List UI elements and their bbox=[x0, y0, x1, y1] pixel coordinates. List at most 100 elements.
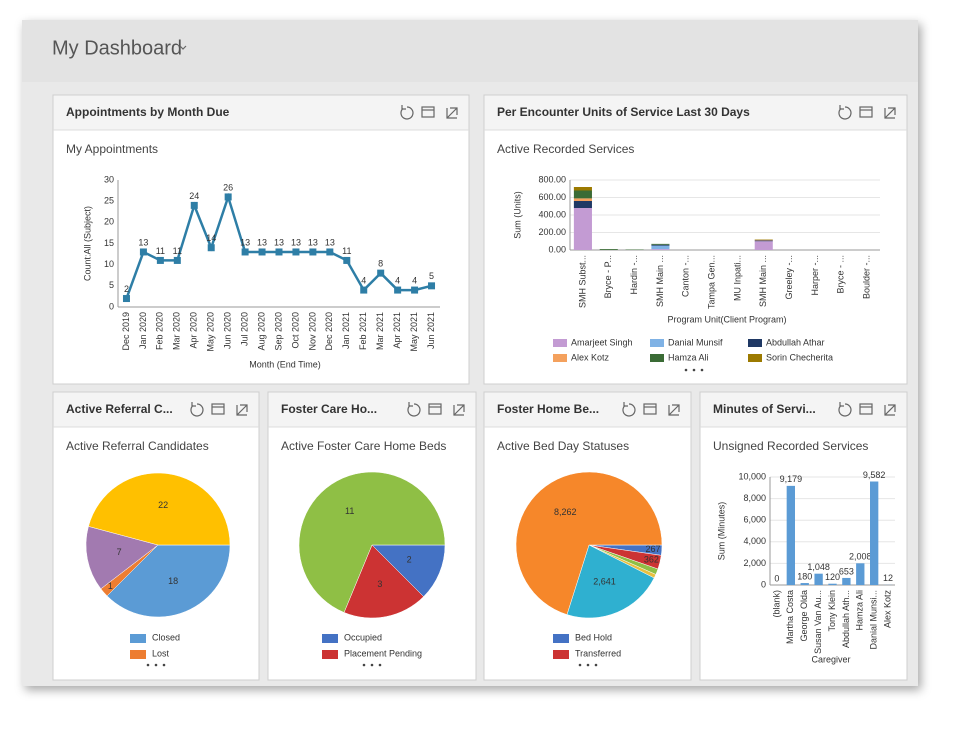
refresh-icon[interactable] bbox=[400, 105, 414, 120]
expand-icon[interactable] bbox=[236, 404, 248, 416]
legend-swatch[interactable] bbox=[748, 339, 762, 347]
x-tick-label: Feb 2021 bbox=[358, 312, 368, 350]
expand-icon[interactable] bbox=[884, 404, 896, 416]
x-tick-label: (blank) bbox=[771, 590, 781, 618]
expand-icon[interactable] bbox=[884, 107, 896, 119]
refresh-icon[interactable] bbox=[838, 402, 852, 417]
legend-swatch[interactable] bbox=[553, 354, 567, 362]
legend-label[interactable]: Transferred bbox=[575, 648, 621, 658]
data-label: 9,179 bbox=[780, 474, 803, 484]
legend-swatch[interactable] bbox=[650, 354, 664, 362]
bar bbox=[786, 485, 795, 585]
more-indicator[interactable] bbox=[692, 368, 696, 372]
x-tick-label: Mar 2021 bbox=[375, 312, 385, 350]
x-tick-label: Aug 2020 bbox=[256, 312, 266, 351]
refresh-icon[interactable] bbox=[407, 402, 421, 417]
legend-label[interactable]: Closed bbox=[152, 632, 180, 642]
legend-swatch[interactable] bbox=[322, 650, 338, 659]
view-records-icon[interactable] bbox=[643, 403, 657, 415]
refresh-icon[interactable] bbox=[838, 105, 852, 120]
expand-icon[interactable] bbox=[446, 107, 458, 119]
point-marker bbox=[326, 248, 334, 256]
data-label: 12 bbox=[883, 573, 893, 583]
y-tick-label: 10 bbox=[104, 259, 114, 269]
more-indicator[interactable] bbox=[362, 663, 366, 667]
expand-icon[interactable] bbox=[453, 404, 465, 416]
bar-segment bbox=[651, 245, 670, 250]
data-label: 9,582 bbox=[863, 470, 886, 480]
legend-label[interactable]: Danial Munsif bbox=[668, 337, 723, 347]
legend-label[interactable]: Alex Kotz bbox=[571, 352, 610, 362]
x-tick-label: Harper -... bbox=[810, 255, 820, 296]
view-records-icon[interactable] bbox=[859, 403, 873, 415]
x-tick-label: SMH Main ... bbox=[758, 255, 768, 307]
refresh-icon[interactable] bbox=[190, 402, 204, 417]
legend-label[interactable]: Hamza Ali bbox=[668, 352, 709, 362]
bar-segment bbox=[573, 208, 592, 250]
pie-slice bbox=[88, 472, 231, 546]
legend-swatch[interactable] bbox=[130, 650, 146, 659]
legend-swatch[interactable] bbox=[553, 634, 569, 643]
more-indicator[interactable] bbox=[594, 663, 598, 667]
dashboard-title[interactable]: My Dashboard bbox=[52, 37, 182, 59]
x-tick-label: Hamza Ali bbox=[855, 590, 865, 631]
legend-swatch[interactable] bbox=[748, 354, 762, 362]
data-label: 11 bbox=[342, 246, 351, 256]
more-indicator[interactable] bbox=[578, 663, 582, 667]
view-records-icon[interactable] bbox=[211, 403, 225, 415]
panel-title: Per Encounter Units of Service Last 30 D… bbox=[497, 105, 750, 119]
more-indicator[interactable] bbox=[700, 368, 704, 372]
more-indicator[interactable] bbox=[684, 368, 688, 372]
point-marker bbox=[428, 282, 436, 290]
data-label: 0 bbox=[774, 573, 779, 583]
data-label: 267 bbox=[646, 544, 661, 554]
more-indicator[interactable] bbox=[586, 663, 590, 667]
y-tick-label: 200.00 bbox=[538, 227, 566, 237]
view-records-icon[interactable] bbox=[421, 106, 435, 118]
bar-segment bbox=[651, 249, 670, 250]
data-label: 2 bbox=[407, 555, 412, 565]
legend-label[interactable]: Sorin Checherita bbox=[766, 352, 833, 362]
y-tick-label: 25 bbox=[104, 196, 114, 206]
pie-slice bbox=[371, 544, 446, 597]
x-tick-label: SMH Main ... bbox=[655, 255, 665, 307]
legend-label[interactable]: Placement Pending bbox=[344, 648, 422, 658]
point-marker bbox=[139, 248, 147, 256]
legend-label[interactable]: Lost bbox=[152, 648, 170, 658]
view-records-icon[interactable] bbox=[859, 106, 873, 118]
x-tick-label: Martha Costa bbox=[785, 590, 795, 644]
x-tick-label: Jul 2020 bbox=[239, 312, 249, 346]
legend-label[interactable]: Bed Hold bbox=[575, 632, 612, 642]
expand-icon[interactable] bbox=[668, 404, 680, 416]
data-label: 3 bbox=[377, 579, 382, 589]
data-label: 8,262 bbox=[554, 507, 577, 517]
x-tick-label: Dec 2019 bbox=[121, 312, 131, 351]
more-indicator[interactable] bbox=[378, 663, 382, 667]
legend-label[interactable]: Occupied bbox=[344, 632, 382, 642]
more-indicator[interactable] bbox=[162, 663, 166, 667]
data-label: 120 bbox=[825, 572, 840, 582]
legend-swatch[interactable] bbox=[553, 339, 567, 347]
legend-label[interactable]: Abdullah Athar bbox=[766, 337, 825, 347]
x-tick-label: Hardin -... bbox=[629, 255, 639, 295]
more-indicator[interactable] bbox=[154, 663, 158, 667]
y-tick-label: 4,000 bbox=[743, 536, 766, 546]
legend-swatch[interactable] bbox=[322, 634, 338, 643]
data-label: 180 bbox=[797, 571, 812, 581]
y-axis-title: Sum (Units) bbox=[512, 191, 522, 239]
refresh-icon[interactable] bbox=[622, 402, 636, 417]
bar-segment bbox=[754, 241, 773, 250]
view-records-icon[interactable] bbox=[428, 403, 442, 415]
data-label: 2,008 bbox=[849, 552, 872, 562]
more-indicator[interactable] bbox=[146, 663, 150, 667]
data-label: 13 bbox=[138, 237, 148, 247]
y-tick-label: 10,000 bbox=[738, 471, 766, 481]
legend-swatch[interactable] bbox=[130, 634, 146, 643]
legend-swatch[interactable] bbox=[553, 650, 569, 659]
more-indicator[interactable] bbox=[370, 663, 374, 667]
dropdown-chevron[interactable] bbox=[179, 45, 187, 50]
y-tick-label: 600.00 bbox=[538, 192, 566, 202]
legend-swatch[interactable] bbox=[650, 339, 664, 347]
legend-label[interactable]: Amarjeet Singh bbox=[571, 337, 633, 347]
